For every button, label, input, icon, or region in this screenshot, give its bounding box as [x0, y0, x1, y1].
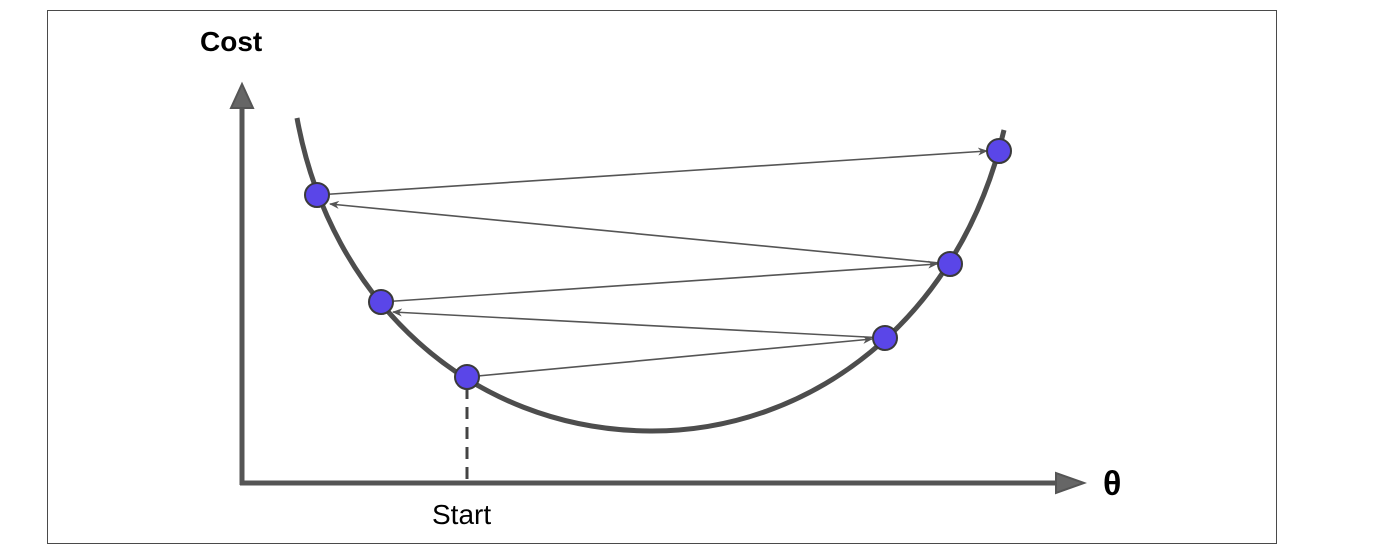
- y-axis-arrowhead: [229, 81, 255, 109]
- step-point-2: [368, 289, 394, 315]
- step-point-1: [872, 325, 898, 351]
- step-arrow-1: [466, 335, 873, 378]
- x-axis-label: θ: [1103, 465, 1121, 503]
- step-arrow-5: [316, 147, 988, 196]
- start-point: [454, 364, 480, 390]
- figure-frame: [47, 10, 1277, 544]
- start-label: Start: [432, 499, 491, 530]
- step-arrow-3: [380, 260, 938, 303]
- step-point-5: [986, 138, 1012, 164]
- step-point-4: [304, 182, 330, 208]
- x-axis-arrowhead: [1055, 471, 1087, 495]
- step-point-3: [937, 251, 963, 277]
- y-axis-label: Cost: [200, 26, 262, 57]
- step-arrow-2: [392, 308, 886, 339]
- step-arrow-4: [329, 200, 951, 265]
- cost-curve: [294, 117, 1007, 434]
